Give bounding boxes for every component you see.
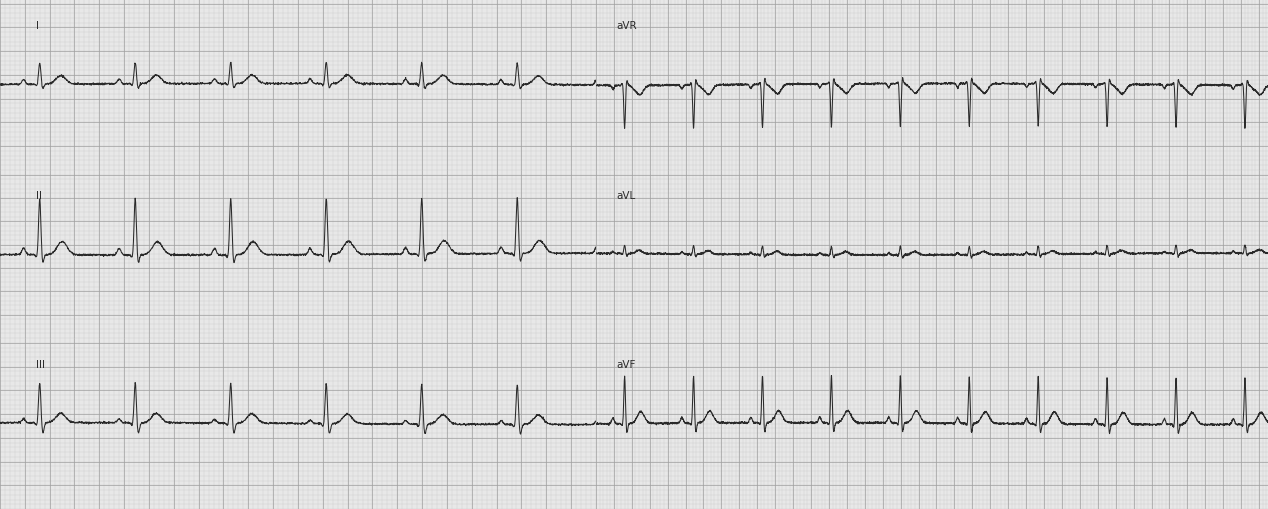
Text: II: II: [36, 191, 42, 201]
Text: I: I: [36, 20, 39, 31]
Text: III: III: [36, 359, 44, 369]
Text: aVF: aVF: [616, 359, 635, 369]
Text: aVL: aVL: [616, 191, 635, 201]
Text: aVR: aVR: [616, 20, 637, 31]
